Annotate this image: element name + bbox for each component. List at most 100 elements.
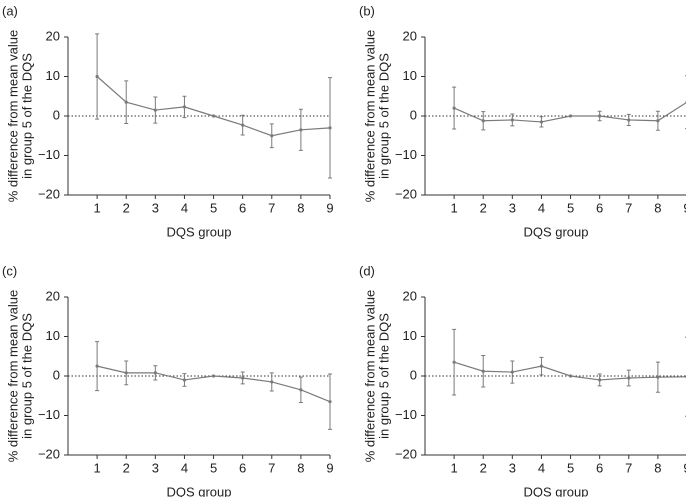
- data-point: [598, 114, 602, 118]
- data-point: [95, 364, 99, 368]
- x-tick-label: 7: [268, 460, 275, 475]
- y-tick-label: 0: [410, 107, 417, 122]
- x-tick-label: 4: [181, 200, 188, 215]
- data-point: [124, 100, 128, 104]
- data-point: [627, 118, 631, 122]
- data-point: [568, 374, 573, 378]
- x-tick-label: 1: [450, 460, 457, 475]
- x-axis-label: DQS group: [166, 224, 231, 239]
- y-axis-label: % difference from mean value: [5, 290, 20, 462]
- y-tick-label: −20: [395, 186, 417, 201]
- y-tick-label: 10: [403, 328, 417, 343]
- x-tick-label: 6: [596, 200, 603, 215]
- y-axis-label: in group 5 of the DQS: [19, 313, 34, 439]
- x-tick-label: 8: [654, 460, 661, 475]
- x-tick-label: 9: [326, 460, 333, 475]
- data-point: [598, 378, 602, 382]
- data-point: [328, 400, 332, 404]
- x-tick-label: 4: [538, 200, 545, 215]
- y-tick-label: −10: [395, 407, 417, 422]
- data-point: [656, 375, 660, 379]
- x-tick-label: 3: [509, 200, 516, 215]
- data-point: [182, 378, 187, 382]
- data-point: [452, 360, 456, 364]
- y-axis-label: in group 5 of the DQS: [19, 53, 34, 179]
- data-point: [153, 371, 157, 375]
- x-tick-label: 2: [123, 200, 130, 215]
- x-tick-label: 2: [480, 200, 487, 215]
- panel-label: (d): [359, 263, 375, 278]
- x-tick-label: 3: [152, 200, 159, 215]
- data-line: [453, 102, 686, 123]
- y-tick-label: −10: [395, 147, 417, 162]
- data-point: [328, 126, 332, 130]
- x-tick-label: 9: [683, 200, 686, 215]
- x-axis-label: DQS group: [523, 484, 588, 497]
- data-point: [153, 108, 157, 112]
- x-tick-label: 5: [210, 460, 217, 475]
- y-tick-label: −10: [38, 407, 60, 422]
- data-point: [241, 376, 245, 380]
- data-line: [96, 365, 331, 403]
- x-tick-label: 7: [268, 200, 275, 215]
- data-point: [299, 128, 303, 132]
- x-tick-label: 7: [625, 460, 632, 475]
- x-tick-label: 9: [683, 460, 686, 475]
- data-point: [211, 114, 216, 118]
- x-tick-label: 4: [181, 460, 188, 475]
- data-point: [539, 364, 544, 368]
- data-point: [299, 388, 303, 392]
- y-axis-label: % difference from mean value: [362, 30, 377, 202]
- y-tick-label: 0: [53, 367, 60, 382]
- data-point: [627, 376, 631, 380]
- panel-label: (c): [2, 263, 17, 278]
- x-axis-label: DQS group: [166, 484, 231, 497]
- y-tick-label: 0: [53, 107, 60, 122]
- data-point: [510, 370, 514, 374]
- data-point: [270, 134, 274, 138]
- y-tick-label: −20: [395, 446, 417, 461]
- x-tick-label: 2: [480, 460, 487, 475]
- data-point: [452, 106, 456, 110]
- x-tick-label: 5: [210, 200, 217, 215]
- y-tick-label: −20: [38, 446, 60, 461]
- panel-label: (b): [359, 3, 375, 18]
- data-point: [481, 369, 485, 373]
- data-point: [481, 119, 485, 123]
- data-point: [656, 119, 660, 123]
- y-axis-label: % difference from mean value: [362, 290, 377, 462]
- x-tick-label: 7: [625, 200, 632, 215]
- y-tick-label: 20: [403, 288, 417, 303]
- y-axis-label: % difference from mean value: [5, 30, 20, 202]
- data-line: [96, 76, 331, 137]
- y-tick-label: −10: [38, 147, 60, 162]
- y-tick-label: 10: [46, 328, 60, 343]
- x-tick-label: 6: [239, 200, 246, 215]
- x-tick-label: 5: [567, 460, 574, 475]
- data-point: [539, 120, 544, 124]
- x-tick-label: 2: [123, 460, 130, 475]
- y-axis-label: in group 5 of the DQS: [376, 313, 391, 439]
- x-tick-label: 8: [654, 200, 661, 215]
- y-tick-label: 10: [403, 68, 417, 83]
- data-point: [182, 105, 187, 109]
- x-tick-label: 1: [450, 200, 457, 215]
- data-point: [211, 374, 216, 378]
- data-point: [95, 74, 99, 79]
- y-tick-label: 20: [403, 28, 417, 43]
- x-tick-label: 8: [297, 200, 304, 215]
- data-point: [270, 380, 274, 384]
- x-tick-label: 6: [596, 460, 603, 475]
- x-tick-label: 9: [326, 200, 333, 215]
- x-tick-label: 1: [93, 460, 100, 475]
- x-axis-label: DQS group: [523, 224, 588, 239]
- data-point: [124, 371, 128, 375]
- data-point: [241, 123, 245, 127]
- y-tick-label: 10: [46, 68, 60, 83]
- x-tick-label: 6: [239, 460, 246, 475]
- x-tick-label: 1: [93, 200, 100, 215]
- x-tick-label: 5: [567, 200, 574, 215]
- data-point: [568, 114, 573, 118]
- data-point: [510, 118, 514, 122]
